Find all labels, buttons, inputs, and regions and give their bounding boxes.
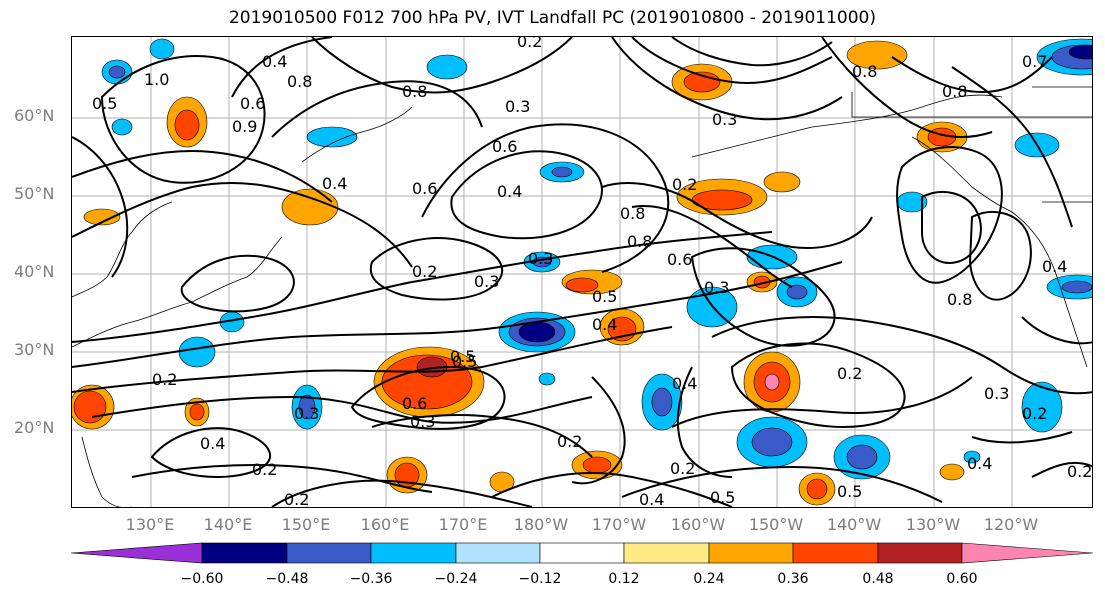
colorbar-extend-low: [71, 542, 203, 564]
contour-label: 0.2: [284, 490, 309, 508]
colorbar-extend-high: [961, 542, 1094, 564]
contour-label: 0.2: [412, 262, 437, 281]
lon-label: 140°E: [203, 515, 253, 534]
lon-label: 170°W: [591, 515, 647, 534]
contour-label: 0.3: [410, 412, 435, 431]
contour-label: 0.8: [620, 204, 645, 223]
colorbar-tick-label: −0.12: [518, 571, 562, 587]
lat-label: 60°N: [14, 106, 55, 125]
colorbar-tick-label: 0.60: [946, 571, 978, 587]
lon-label: 130°E: [125, 515, 175, 534]
contour-label: 0.3: [528, 249, 553, 268]
contour-label: 0.7: [1022, 52, 1047, 71]
contour-label: 0.3: [474, 272, 499, 291]
pv-contours: [72, 37, 1092, 507]
lon-label: 180°W: [513, 515, 569, 534]
colorbar-tick-label: 0.12: [608, 571, 640, 587]
contour-label: 0.4: [262, 52, 287, 71]
lat-label: 30°N: [14, 340, 55, 359]
contour-label: 0.2: [557, 432, 582, 451]
contour-label: 0.4: [200, 434, 225, 453]
pv-shading: [72, 38, 1092, 506]
lat-label: 40°N: [14, 262, 55, 281]
contour-label: 0.3: [704, 278, 729, 297]
contour-label: 0.4: [639, 490, 664, 508]
map-graphic: 0.4 0.8 0.6 1.0 0.5 0.9 0.8 0.2 0.3 0.6 …: [72, 37, 1092, 508]
colorbar-segment: [286, 542, 372, 564]
contour-label: 0.5: [450, 347, 475, 366]
contour-label: 0.2: [837, 364, 862, 383]
contour-label: 0.5: [592, 287, 617, 306]
contour-label: 0.8: [947, 290, 972, 309]
colorbar-tick-label: −0.60: [180, 571, 224, 587]
colorbar-segment: [877, 542, 963, 564]
coastlines: [72, 86, 1092, 507]
contour-label: 1.0: [144, 70, 169, 89]
contour-label: 0.4: [672, 374, 697, 393]
lon-label: 140°W: [826, 515, 882, 534]
contour-label: 0.3: [712, 110, 737, 129]
lon-label: 160°W: [670, 515, 726, 534]
contour-label: 0.8: [287, 72, 312, 91]
colorbar-tick-label: −0.48: [265, 571, 309, 587]
contour-label: 0.4: [497, 182, 522, 201]
contour-label: 0.3: [505, 97, 530, 116]
colorbar-tick-label: 0.48: [862, 571, 894, 587]
contour-label: 0.8: [852, 62, 877, 81]
contour-label: 0.5: [452, 352, 477, 371]
lon-label: 160°E: [360, 515, 410, 534]
colorbar-segment: [455, 542, 541, 564]
lat-label: 50°N: [14, 184, 55, 203]
colorbar-tick-label: −0.24: [434, 571, 478, 587]
contour-label: 0.6: [240, 94, 265, 113]
colorbar-segment: [201, 542, 288, 564]
colorbar-tick-label: −0.36: [349, 571, 393, 587]
contour-label: 0.4: [1042, 257, 1067, 276]
colorbar-tick-label: 0.24: [693, 571, 725, 587]
contour-label: 0.5: [710, 488, 735, 507]
contour-label: 0.2: [517, 37, 542, 51]
contour-label: 0.9: [232, 117, 257, 136]
contour-label: 0.3: [984, 384, 1009, 403]
contour-label: 0.2: [672, 175, 697, 194]
colorbar-segment: [792, 542, 879, 564]
contour-label: 0.4: [592, 315, 617, 334]
contour-label: 0.4: [322, 174, 347, 193]
colorbar-tick-label: 0.36: [777, 571, 809, 587]
lon-label: 130°W: [905, 515, 961, 534]
colorbar-segment: [708, 542, 794, 564]
contour-label: 0.8: [627, 232, 652, 251]
contour-label: 0.6: [412, 179, 437, 198]
contour-label: 0.2: [1022, 404, 1047, 423]
contour-label: 0.5: [837, 482, 862, 501]
contour-label: 0.6: [402, 394, 427, 413]
lon-label: 150°E: [281, 515, 331, 534]
lat-label: 20°N: [14, 418, 55, 437]
contour-label: 0.6: [667, 250, 692, 269]
lon-label: 150°W: [748, 515, 804, 534]
contour-label: 0.5: [92, 94, 117, 113]
contour-label: 0.8: [942, 82, 967, 101]
contour-label: 0.2: [670, 459, 695, 478]
lon-label: 170°E: [438, 515, 488, 534]
colorbar-segment: [370, 542, 457, 564]
colorbar-segment: [623, 542, 710, 564]
contour-label: 0.6: [492, 137, 517, 156]
colorbar: [71, 542, 1094, 564]
map-panel: 0.4 0.8 0.6 1.0 0.5 0.9 0.8 0.2 0.3 0.6 …: [71, 36, 1093, 508]
contour-label: 0.8: [402, 82, 427, 101]
contour-label: 0.4: [967, 454, 992, 473]
contour-label: 0.2: [252, 460, 277, 479]
contour-label: 0.3: [294, 404, 319, 423]
contour-label: 0.2: [152, 370, 177, 389]
lon-label: 120°W: [983, 515, 1039, 534]
colorbar-segment: [539, 542, 625, 564]
contour-label: 0.2: [1067, 462, 1092, 481]
map-title: 2019010500 F012 700 hPa PV, IVT Landfall…: [228, 8, 876, 28]
contour-labels: 0.4 0.8 0.6 1.0 0.5 0.9 0.8 0.2 0.3 0.6 …: [92, 37, 1092, 508]
